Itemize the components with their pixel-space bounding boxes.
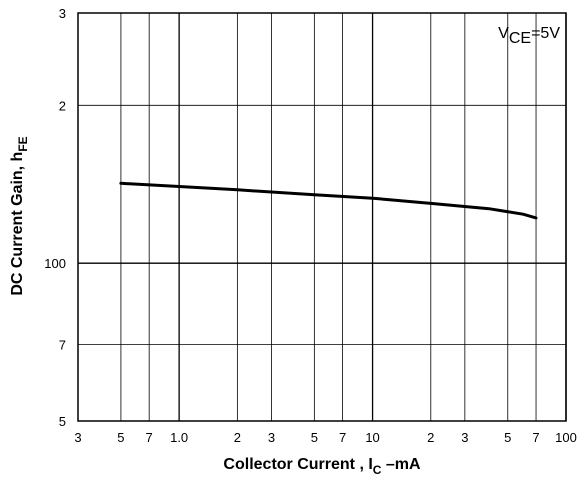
hfe-curve <box>119 181 538 220</box>
x-tick-label: 2 <box>427 430 434 445</box>
y-tick-labels: 5 7 100 2 3 <box>44 6 66 429</box>
x-tick-labels: 3 5 7 1.0 2 3 5 7 10 2 3 5 7 100 <box>74 430 576 445</box>
y-tick-label: 7 <box>59 337 66 352</box>
y-tick-label: 100 <box>44 256 66 271</box>
x-tick-label: 7 <box>339 430 346 445</box>
x-tick-label: 7 <box>532 430 539 445</box>
vce-annotation-suffix: =5V <box>531 25 560 42</box>
grid <box>77 12 567 422</box>
x-tick-label: 10 <box>365 430 379 445</box>
y-tick-label: 3 <box>59 6 66 21</box>
vce-annotation-sub: CE <box>509 30 531 47</box>
y-tick-label: 2 <box>59 98 66 113</box>
x-tick-label: 3 <box>74 430 81 445</box>
x-tick-label: 3 <box>268 430 275 445</box>
x-tick-label: 1.0 <box>170 430 188 445</box>
y-axis-title-main: DC Current Gain, h <box>9 152 26 296</box>
series-layer <box>119 181 538 220</box>
y-axis-title-sub: FE <box>16 136 30 151</box>
x-tick-label: 2 <box>234 430 241 445</box>
y-axis-title: DC Current Gain, hFE <box>9 136 30 295</box>
x-axis-title-main: Collector Current , I <box>223 456 372 473</box>
y-tick-label: 5 <box>59 414 66 429</box>
plot-frame <box>77 12 567 422</box>
vce-annotation: VCE=5V <box>498 25 560 47</box>
x-tick-label: 3 <box>461 430 468 445</box>
vce-annotation-main: V <box>498 25 509 42</box>
x-tick-label: 5 <box>117 430 124 445</box>
x-axis-title-sub: C <box>373 463 382 477</box>
x-tick-label: 7 <box>146 430 153 445</box>
x-axis-title: Collector Current , IC –mA <box>223 456 421 477</box>
x-tick-label: 5 <box>504 430 511 445</box>
x-tick-label: 5 <box>311 430 318 445</box>
x-tick-label: 100 <box>555 430 577 445</box>
x-axis-title-suffix: –mA <box>381 456 421 473</box>
